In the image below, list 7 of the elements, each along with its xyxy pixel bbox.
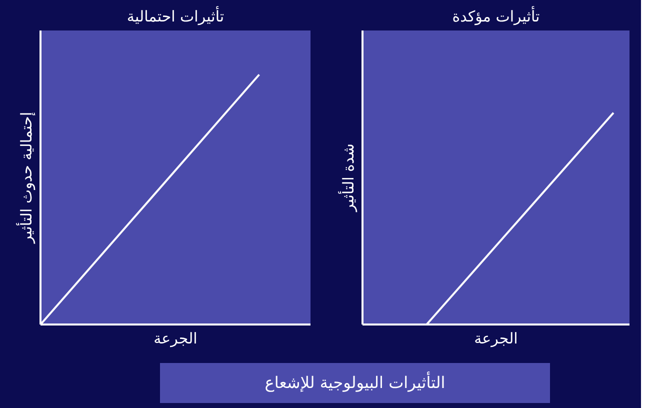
text: التأثيرات البيولوجية للإشعاع [264,370,446,394]
chart-title: تأثيرات مؤكدة [452,6,540,26]
chart-title: تأثيرات احتمالية [126,6,224,26]
y-axis-title: شدة التأثير [338,144,358,212]
y-axis-title: إحتمالية حدوث التأثير [16,112,36,244]
x-axis-title: الجرعة [474,330,518,348]
x-axis-title: الجرعة [154,330,198,348]
